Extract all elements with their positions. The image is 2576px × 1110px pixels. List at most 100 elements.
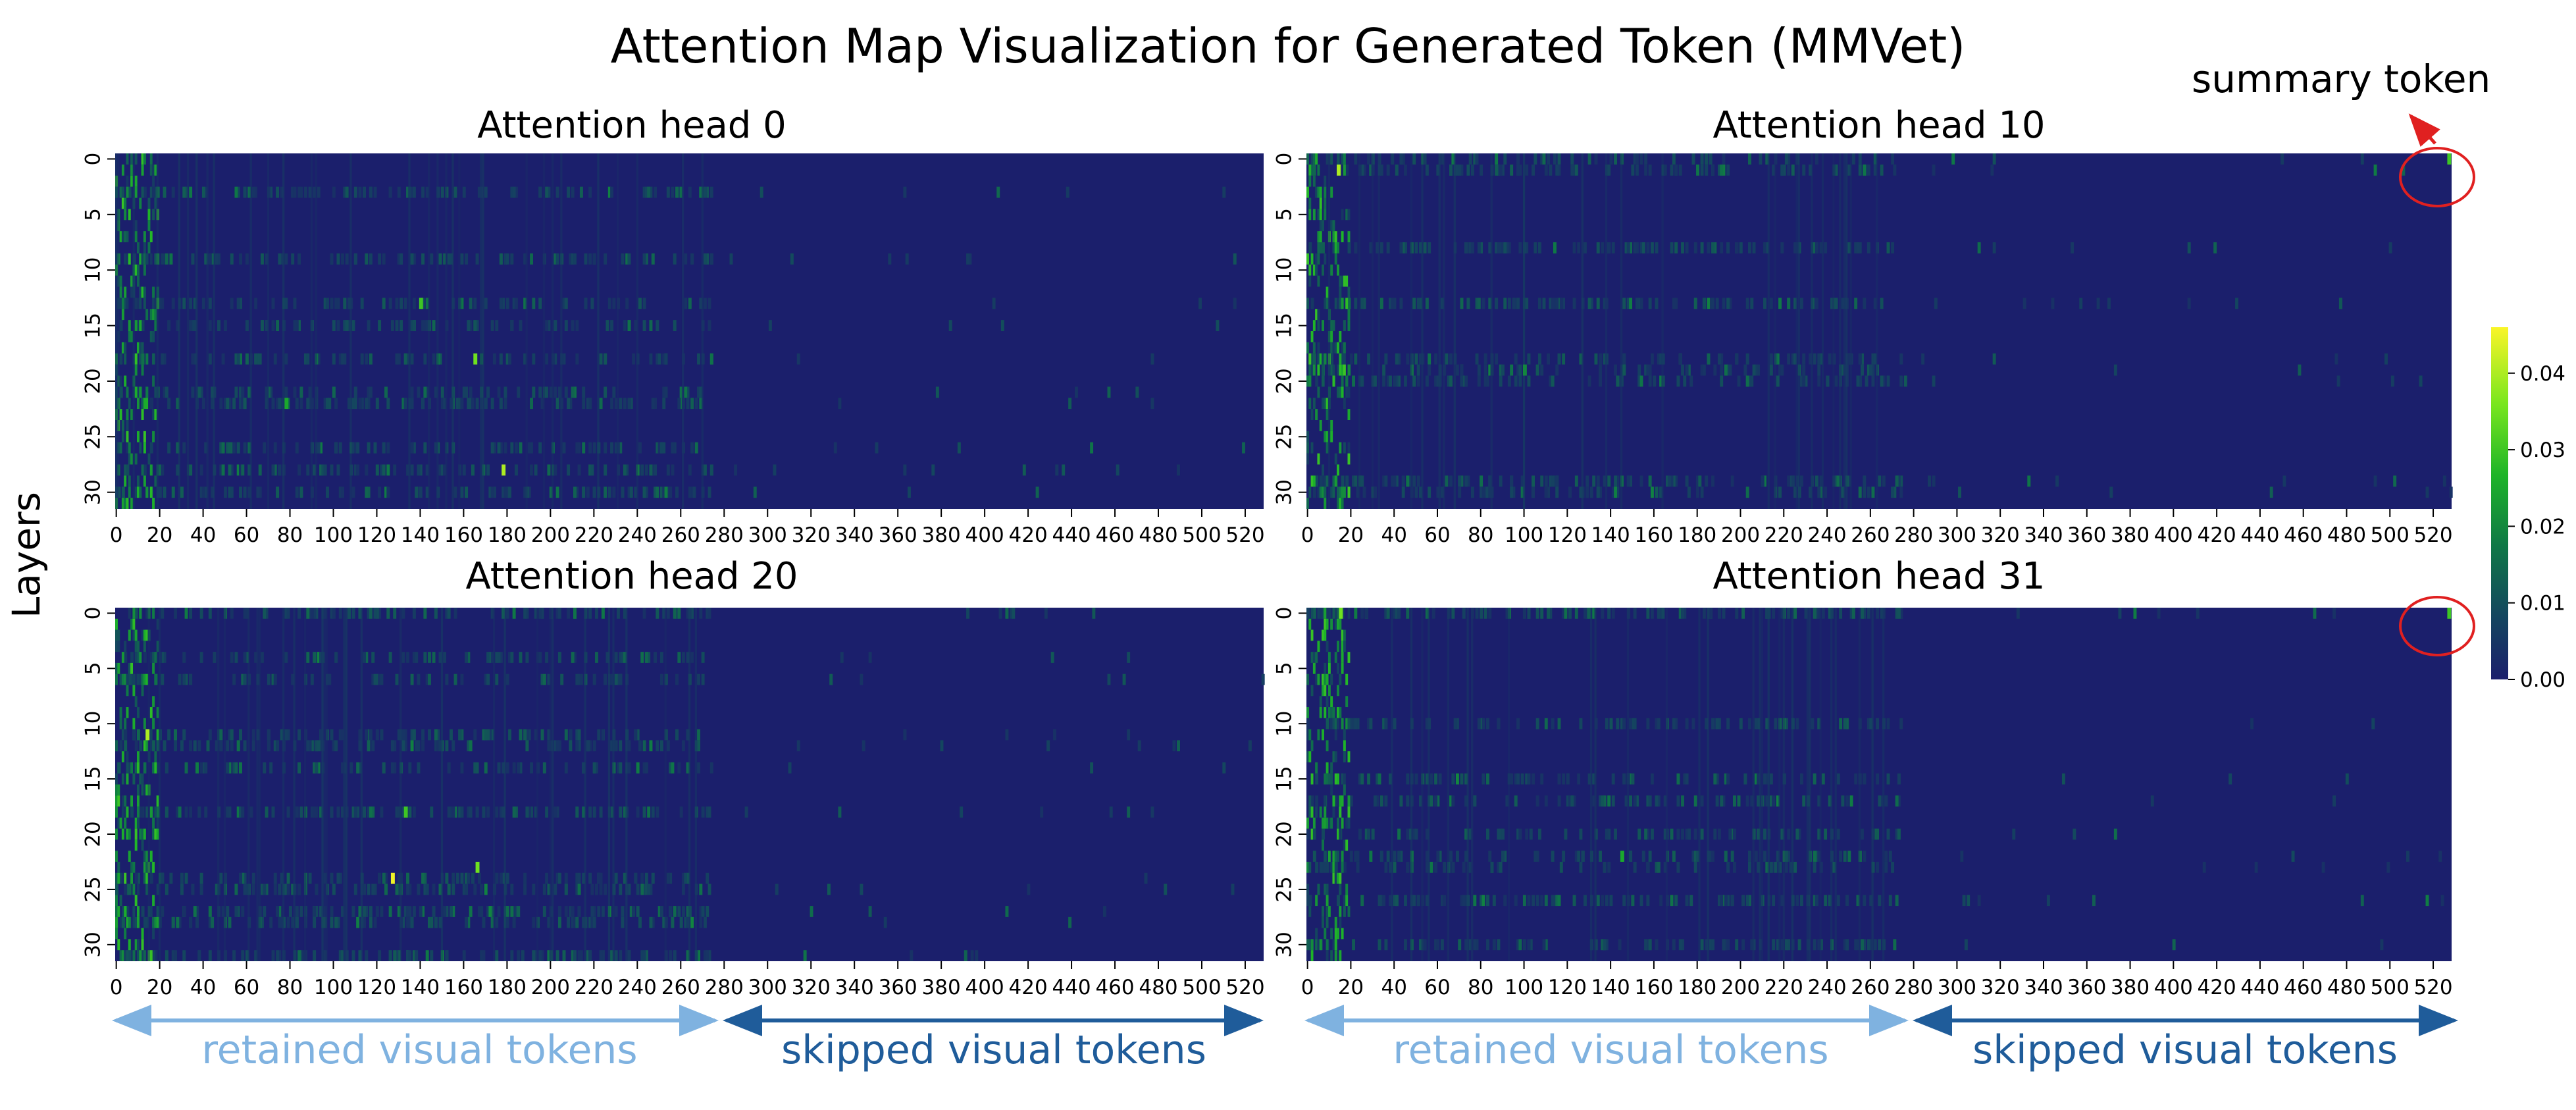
heat-cell bbox=[369, 386, 373, 398]
heat-cell bbox=[415, 950, 419, 961]
heat-cell bbox=[117, 784, 120, 796]
heat-cell bbox=[1339, 353, 1342, 365]
heat-cell bbox=[517, 386, 521, 398]
heat-cell bbox=[367, 386, 371, 398]
heat-cell bbox=[134, 740, 138, 752]
heat-cell bbox=[1334, 253, 1337, 265]
heat-cell bbox=[1722, 153, 1726, 165]
heat-cell bbox=[197, 386, 201, 398]
heat-cell bbox=[1306, 828, 1310, 840]
heat-cell bbox=[1337, 298, 1340, 309]
heat-cell bbox=[393, 762, 397, 774]
heat-cell bbox=[545, 386, 549, 398]
heat-cell bbox=[119, 375, 122, 387]
heat-cell bbox=[1315, 475, 1319, 487]
heat-cell bbox=[154, 828, 157, 840]
heat-cell bbox=[1611, 773, 1615, 785]
heat-cell bbox=[547, 186, 551, 198]
heat-cell bbox=[1466, 608, 1469, 961]
heat-cell bbox=[1317, 309, 1320, 321]
heat-cell bbox=[163, 652, 167, 663]
heat-cell bbox=[1172, 740, 1176, 752]
heat-cell bbox=[336, 464, 340, 476]
heat-cell bbox=[2027, 475, 2031, 487]
heat-cell bbox=[1741, 608, 1745, 619]
x-tick-label: 520 bbox=[2413, 976, 2452, 999]
heat-cell bbox=[132, 773, 136, 785]
heat-cell bbox=[1358, 153, 1361, 509]
heat-cell bbox=[273, 442, 277, 454]
heat-cell bbox=[1884, 861, 1888, 873]
heat-cell bbox=[1873, 164, 1877, 176]
heat-cell bbox=[1754, 851, 1758, 862]
heat-cell bbox=[1343, 895, 1347, 907]
heat-cell bbox=[1724, 895, 1728, 907]
panel-title-head-10: Attention head 10 bbox=[1713, 104, 2046, 147]
heat-cell bbox=[1752, 242, 1756, 253]
heat-cell bbox=[267, 740, 270, 752]
heat-cell bbox=[145, 872, 149, 884]
heat-cell bbox=[657, 442, 661, 454]
heat-cell bbox=[130, 618, 134, 630]
heat-cell bbox=[384, 487, 388, 498]
heat-cell bbox=[627, 320, 631, 331]
heat-cell bbox=[590, 884, 594, 895]
heat-cell bbox=[1464, 795, 1468, 807]
heat-cell bbox=[540, 950, 544, 961]
heat-cell bbox=[1466, 298, 1470, 309]
heat-cell bbox=[265, 386, 269, 398]
heat-cell bbox=[1557, 298, 1561, 309]
heat-cell bbox=[1845, 718, 1849, 729]
heat-cell bbox=[575, 806, 579, 818]
heat-cell bbox=[935, 386, 939, 398]
heat-cell bbox=[1821, 608, 1825, 619]
heat-cell bbox=[152, 696, 155, 708]
heat-cell bbox=[332, 353, 336, 365]
heat-cell bbox=[495, 872, 499, 884]
heat-cell bbox=[582, 398, 586, 410]
heat-cell bbox=[694, 398, 698, 410]
heat-cell bbox=[1819, 487, 1823, 498]
heat-cell bbox=[1326, 718, 1329, 729]
heat-cell bbox=[1319, 353, 1322, 365]
heat-cell bbox=[638, 740, 642, 752]
heat-cell bbox=[1473, 939, 1477, 951]
heat-cell bbox=[195, 916, 199, 928]
heat-cell bbox=[1707, 608, 1709, 961]
x-tick-label: 420 bbox=[1009, 976, 1048, 999]
heat-cell bbox=[1757, 861, 1761, 873]
heat-cell bbox=[1551, 375, 1555, 387]
heat-cell bbox=[1378, 153, 1380, 509]
heat-cell bbox=[193, 740, 197, 752]
heat-cell bbox=[1360, 298, 1364, 309]
heat-cell bbox=[573, 652, 577, 663]
heat-cell bbox=[1568, 608, 1572, 619]
heat-cell bbox=[134, 839, 138, 851]
heat-cell bbox=[1646, 939, 1650, 951]
x-tick-label: 160 bbox=[1634, 976, 1673, 999]
heat-cell bbox=[471, 398, 475, 410]
heat-cell bbox=[499, 398, 503, 410]
heat-cell bbox=[619, 398, 623, 410]
heat-cell bbox=[549, 487, 553, 498]
heat-cell bbox=[677, 186, 681, 198]
heat-cell bbox=[1629, 298, 1633, 309]
heat-cell bbox=[1549, 375, 1553, 387]
heat-cell bbox=[1319, 696, 1322, 708]
heat-cell bbox=[403, 906, 407, 917]
heat-cell bbox=[669, 906, 673, 917]
heat-cell bbox=[1899, 487, 1903, 498]
heat-cell bbox=[573, 608, 577, 619]
heat-cell bbox=[1745, 375, 1749, 387]
heat-cell bbox=[1769, 364, 1773, 376]
heat-cell bbox=[486, 906, 490, 917]
heat-cell bbox=[1308, 751, 1312, 762]
heat-cell bbox=[436, 153, 439, 509]
heat-cell bbox=[143, 718, 146, 729]
heat-cell bbox=[681, 652, 685, 663]
heat-cell bbox=[161, 253, 165, 265]
heat-cell bbox=[1672, 298, 1676, 309]
heat-cell bbox=[126, 950, 129, 961]
x-tick-label: 140 bbox=[401, 523, 440, 547]
x-tick-label: 440 bbox=[2240, 523, 2279, 547]
